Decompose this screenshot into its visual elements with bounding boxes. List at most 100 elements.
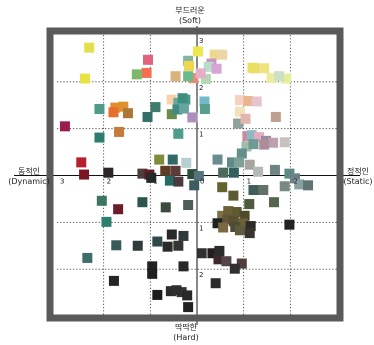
data-point — [234, 225, 245, 236]
data-point — [76, 157, 87, 168]
data-point — [248, 185, 259, 196]
data-point — [227, 157, 237, 168]
y-tick-label: 3 — [199, 37, 203, 45]
data-point — [142, 111, 153, 122]
x-tick-label: 1 — [247, 178, 251, 186]
data-point — [203, 61, 214, 72]
axis-label-left-ko: 동적인 — [17, 167, 41, 176]
data-point — [254, 132, 265, 143]
data-point — [147, 261, 158, 272]
data-point — [173, 240, 184, 251]
data-point — [59, 121, 70, 132]
data-point — [143, 54, 153, 65]
data-point — [152, 289, 163, 300]
data-point — [82, 252, 93, 263]
axis-label-left: 동적인 (Dynamic) — [0, 167, 58, 187]
y-tick-label: 1 — [199, 131, 203, 139]
data-point — [290, 173, 300, 184]
data-point — [182, 290, 193, 301]
data-point — [113, 204, 124, 215]
data-point — [165, 286, 176, 297]
y-tick-label: 2 — [199, 271, 203, 279]
data-point — [187, 169, 198, 180]
chart-frame — [46, 27, 344, 322]
data-point — [146, 172, 157, 183]
x-tick-label: 1 — [153, 178, 157, 186]
x-tick-label: 3 — [60, 178, 64, 186]
data-point — [281, 73, 292, 84]
data-point — [181, 157, 192, 168]
data-point — [118, 101, 129, 112]
x-tick-label: 0 — [200, 178, 204, 186]
data-point — [228, 190, 239, 201]
data-point — [114, 126, 125, 137]
data-point — [214, 245, 225, 256]
data-point — [222, 214, 233, 225]
y-tick-label: 2 — [199, 84, 203, 92]
data-point — [137, 197, 148, 208]
data-point — [269, 197, 279, 208]
data-point — [218, 222, 229, 233]
data-point — [152, 236, 163, 247]
data-point — [274, 71, 285, 82]
data-point — [173, 176, 184, 187]
data-point — [212, 218, 223, 229]
data-point — [221, 256, 232, 267]
data-point — [178, 103, 189, 114]
data-point — [176, 287, 187, 298]
data-point — [162, 241, 173, 252]
data-point — [245, 221, 256, 232]
data-point — [247, 62, 258, 73]
y-tick-label: 1 — [199, 224, 203, 232]
data-point — [195, 68, 206, 79]
data-point — [108, 275, 119, 286]
data-point — [223, 206, 234, 217]
data-point — [147, 268, 158, 279]
data-point — [132, 240, 143, 251]
data-point — [187, 112, 198, 123]
data-point — [137, 168, 148, 179]
axis-label-left-en: (Dynamic) — [8, 177, 50, 186]
data-point — [246, 130, 257, 141]
data-point — [193, 170, 204, 181]
axis-label-bottom-ko: 딱딱한 — [174, 323, 198, 332]
data-point — [258, 185, 269, 196]
data-point — [244, 159, 255, 170]
data-point — [196, 248, 207, 259]
data-point — [228, 167, 239, 178]
data-point — [253, 166, 264, 177]
data-point — [166, 109, 177, 120]
data-point — [94, 132, 105, 143]
data-point — [111, 240, 122, 251]
data-point — [171, 285, 182, 296]
data-point — [234, 157, 244, 168]
data-point — [244, 228, 255, 239]
axis-label-right: 정적인 (Static) — [338, 167, 374, 187]
data-point — [248, 139, 259, 150]
data-point — [160, 165, 171, 176]
data-point — [266, 73, 277, 84]
data-point — [212, 154, 223, 165]
data-point — [200, 74, 211, 85]
data-point — [217, 210, 228, 221]
data-point — [170, 165, 181, 176]
data-point — [218, 167, 229, 178]
data-point — [269, 164, 280, 175]
x-tick-label: 2 — [293, 178, 297, 186]
data-point — [103, 167, 114, 178]
data-point — [244, 199, 255, 210]
data-point — [177, 93, 188, 104]
data-point — [94, 103, 105, 114]
data-point — [172, 104, 183, 115]
data-point — [270, 111, 281, 122]
data-point — [184, 60, 195, 71]
data-point — [294, 179, 305, 190]
data-point — [217, 49, 228, 60]
data-point — [192, 46, 203, 57]
axis-label-bottom: 딱딱한 (Hard) — [146, 323, 226, 343]
data-point — [80, 73, 90, 84]
axis-label-bottom-en: (Hard) — [173, 333, 199, 342]
data-point — [166, 229, 177, 240]
data-point — [239, 210, 250, 221]
